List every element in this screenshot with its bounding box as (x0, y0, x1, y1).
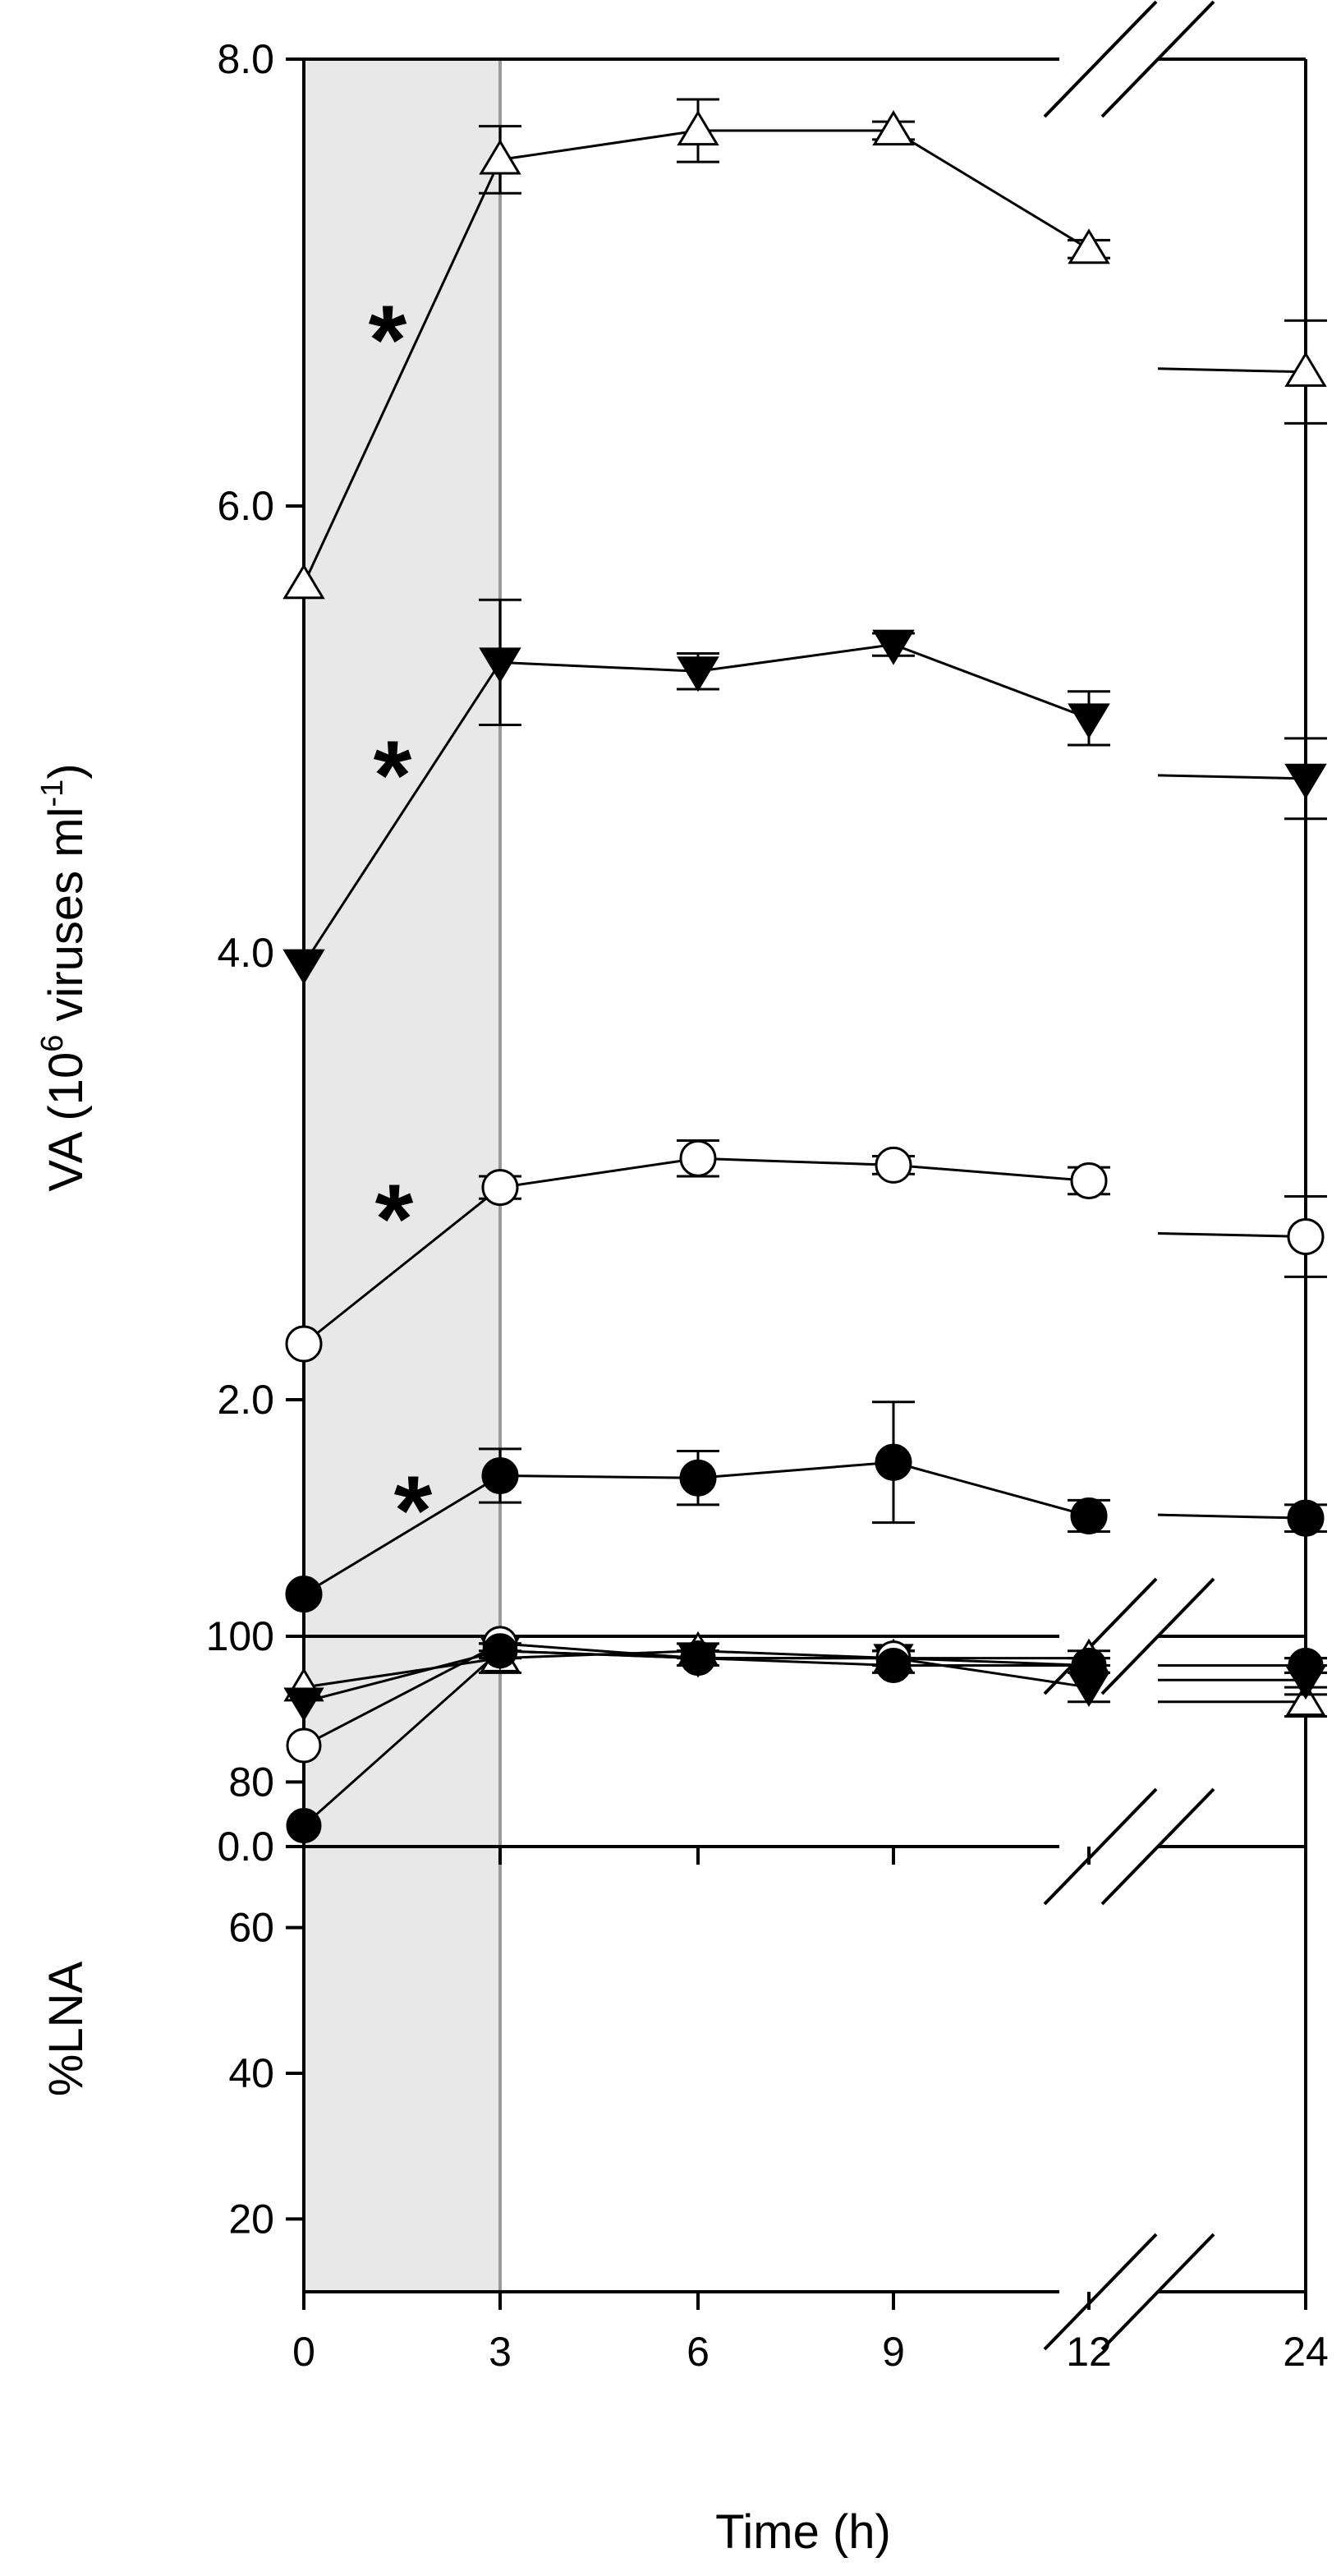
circle-marker (481, 1169, 519, 1207)
axis-break-marks (1043, 0, 1215, 2351)
axis-break-mark (1043, 0, 1158, 118)
data-series-upper (282, 98, 1327, 1613)
y-tick-label: 6.0 (217, 483, 274, 529)
series-filled-triangle-down (282, 598, 1327, 985)
y-tick-label: 4.0 (217, 930, 274, 976)
triangle-down-marker (282, 949, 325, 985)
y-tick-label: 2.0 (217, 1377, 274, 1423)
x-tick-label: 24 (1283, 2329, 1329, 2375)
y-tick-label: 20 (228, 2196, 274, 2242)
triangle-down-marker (479, 647, 521, 683)
circle-marker (679, 1459, 717, 1497)
significance-marks: * * * * (369, 285, 433, 1566)
ylabel-sup-1: 6 (35, 1035, 70, 1052)
x-tick-label: 12 (1066, 2329, 1112, 2375)
axis-break-mark (1100, 1787, 1215, 1906)
significance-asterisk: * (369, 285, 407, 395)
circle-marker (875, 1647, 912, 1683)
y-axis-title-lower: %LNA (39, 1961, 93, 2096)
axis-break-mark (1043, 2233, 1158, 2351)
circle-marker (481, 1456, 519, 1494)
series-open-triangle-up (282, 98, 1327, 600)
triangle-up-marker (1068, 228, 1110, 264)
circle-marker (1070, 1162, 1108, 1199)
series-line-break-stub (1157, 367, 1307, 374)
y-axis-ticks-lower: 20 40 60 80 100 (206, 1613, 304, 2242)
significance-asterisk: * (375, 1164, 414, 1274)
y-axis-title-upper: VA (106 viruses ml-1) (35, 763, 93, 1191)
series-line-break-stub (1157, 1231, 1307, 1238)
axis-break-mark (1100, 1577, 1215, 1695)
triangle-up-marker (677, 110, 719, 146)
ylabel-mid: viruses ml (39, 807, 93, 1035)
circle-marker (285, 1325, 323, 1363)
x-tick-label: 3 (489, 2329, 512, 2375)
ylabel-end: ) (39, 763, 93, 779)
circle-marker (1070, 1497, 1108, 1534)
x-tick-label: 9 (882, 2329, 905, 2375)
series-line-break-stub (1157, 1513, 1307, 1520)
triangle-down-marker (872, 629, 915, 665)
circle-marker (482, 1633, 518, 1669)
circle-marker (1288, 1647, 1324, 1683)
x-tick-label: 6 (687, 2329, 710, 2375)
triangle-up-marker (282, 564, 325, 600)
series-filled-circle (285, 1401, 1327, 1613)
significance-asterisk: * (374, 720, 412, 830)
circle-marker (680, 1640, 716, 1677)
axis-break-mark (1043, 1577, 1158, 1695)
circle-marker (679, 1139, 717, 1177)
significance-asterisk: * (394, 1456, 433, 1566)
y-tick-label: 8.0 (217, 36, 274, 82)
triangle-down-marker (677, 656, 719, 692)
x-axis-title: Time (h) (715, 2505, 891, 2559)
triangle-up-marker (1284, 351, 1327, 387)
x-tick-label: 0 (292, 2329, 315, 2375)
shaded-region-lower (304, 1636, 500, 2292)
triangle-down-marker (283, 1687, 324, 1722)
triangle-up-marker (479, 139, 521, 175)
y-tick-label: 0.0 (217, 1824, 274, 1870)
series-open-circle (285, 1138, 1327, 1363)
series-filled-circle (286, 1633, 1327, 1844)
y-tick-label: 60 (228, 1905, 274, 1951)
data-series-lower (283, 1626, 1327, 1844)
circle-marker (286, 1727, 322, 1764)
x-axis-ticks: 0 3 6 9 12 24 (292, 1847, 1329, 2375)
triangle-up-marker (872, 110, 915, 146)
y-tick-label: 100 (206, 1613, 274, 1659)
triangle-down-marker (1284, 763, 1327, 799)
axis-break-mark (1100, 2233, 1215, 2351)
y-tick-label: 40 (228, 2050, 274, 2096)
triangle-up-marker (1285, 1681, 1326, 1717)
axis-break-mark (1100, 0, 1215, 118)
circle-marker (285, 1576, 323, 1613)
ylabel-main: VA (10 (39, 1052, 93, 1192)
triangle-down-marker (1068, 703, 1110, 739)
y-axis-ticks-upper: 0.0 2.0 4.0 6.0 8.0 (217, 36, 304, 1870)
circle-marker (1287, 1217, 1325, 1255)
axis-break-mark (1043, 1787, 1158, 1906)
series-line-break-stub (1157, 774, 1307, 780)
circle-marker (1071, 1647, 1107, 1683)
circle-marker (1287, 1499, 1325, 1537)
circle-marker (875, 1146, 912, 1184)
circle-marker (286, 1808, 322, 1844)
ylabel-sup-2: -1 (35, 780, 70, 807)
y-tick-label: 80 (228, 1759, 274, 1805)
circle-marker (875, 1443, 912, 1481)
shaded-region-upper (304, 59, 500, 1847)
